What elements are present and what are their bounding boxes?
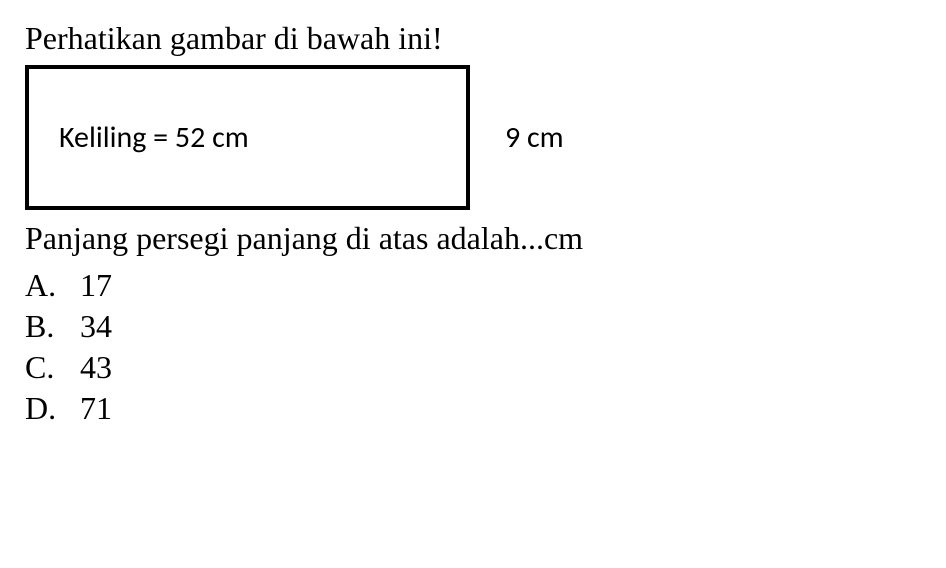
- option-c-value: 43: [80, 349, 112, 386]
- question-prompt: Panjang persegi panjang di atas adalah..…: [25, 220, 921, 257]
- option-c-letter: C.: [25, 349, 80, 386]
- option-c: C. 43: [25, 349, 921, 386]
- option-b: B. 34: [25, 308, 921, 345]
- option-a-letter: A.: [25, 267, 80, 304]
- option-b-letter: B.: [25, 308, 80, 345]
- option-d: D. 71: [25, 390, 921, 427]
- answer-options: A. 17 B. 34 C. 43 D. 71: [25, 267, 921, 427]
- diagram-container: Keliling = 52 cm 9 cm: [25, 65, 921, 210]
- option-d-letter: D.: [25, 390, 80, 427]
- side-measurement: 9 cm: [505, 119, 564, 156]
- option-a-value: 17: [80, 267, 112, 304]
- rectangle-figure: Keliling = 52 cm: [25, 65, 470, 210]
- option-b-value: 34: [80, 308, 112, 345]
- option-d-value: 71: [80, 390, 112, 427]
- option-a: A. 17: [25, 267, 921, 304]
- question-intro: Perhatikan gambar di bawah ini!: [25, 20, 921, 57]
- perimeter-label: Keliling = 52 cm: [59, 119, 249, 156]
